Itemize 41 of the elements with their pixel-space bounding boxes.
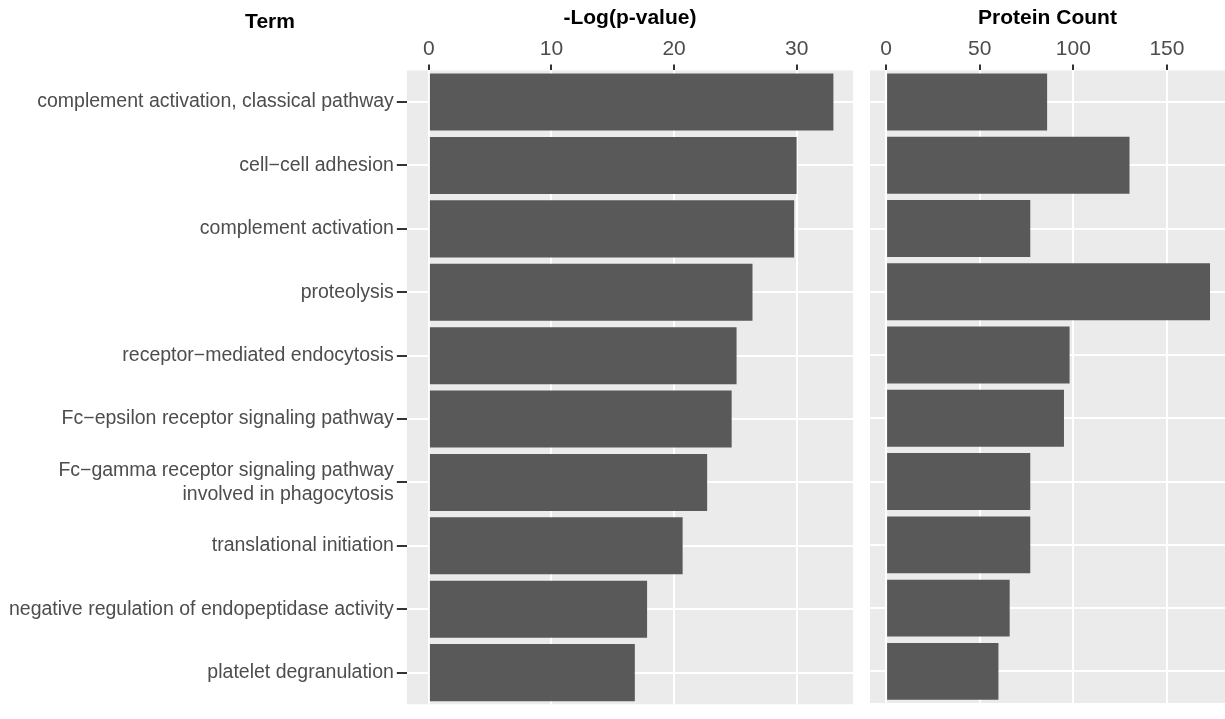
bar <box>429 517 683 575</box>
x-tick-label: 0 <box>880 35 892 59</box>
bar <box>429 644 635 702</box>
y-tick-label: cell−cell adhesion <box>239 152 394 175</box>
y-tick-label: platelet degranulation <box>207 659 394 682</box>
y-axis-title: Term <box>245 8 295 32</box>
bar <box>429 453 708 511</box>
x-tick-label: 50 <box>968 35 992 59</box>
y-tick-label: translational initiation <box>211 533 394 556</box>
y-tick-label: complement activation, classical pathway <box>37 89 395 112</box>
bar <box>429 327 737 385</box>
bar <box>429 580 648 638</box>
x-axis-title: -Log(p-value) <box>563 5 697 29</box>
x-tick-label: 10 <box>539 35 564 59</box>
y-tick-label: negative regulation of endopeptidase activity <box>8 596 395 619</box>
bar <box>429 200 795 258</box>
bar <box>429 73 834 131</box>
bar <box>887 453 1031 511</box>
bar <box>887 516 1031 574</box>
bar <box>887 326 1070 384</box>
bar <box>429 136 797 195</box>
y-tick-label: Fc−gamma receptor signaling pathway involved in phagocytosis <box>58 458 395 504</box>
bar <box>887 263 1211 321</box>
bar <box>887 200 1031 258</box>
bar <box>887 389 1064 447</box>
bar <box>429 390 732 448</box>
y-tick-label: complement activation <box>199 216 394 239</box>
bar <box>887 73 1048 131</box>
x-tick-label: 150 <box>1149 35 1185 59</box>
y-tick-label: Fc−epsilon receptor signaling pathway <box>61 406 395 429</box>
y-tick-label: receptor−mediated endocytosis <box>122 343 395 366</box>
bar <box>887 579 1010 637</box>
bar <box>887 136 1130 194</box>
x-axis-title: Protein Count <box>978 5 1117 29</box>
y-tick-label: proteolysis <box>300 279 395 302</box>
bar <box>429 263 753 321</box>
x-tick-label: 100 <box>1055 35 1091 59</box>
bar <box>887 642 999 700</box>
x-tick-label: 30 <box>784 35 809 59</box>
x-tick-label: 0 <box>423 35 435 59</box>
x-tick-label: 20 <box>662 35 686 59</box>
